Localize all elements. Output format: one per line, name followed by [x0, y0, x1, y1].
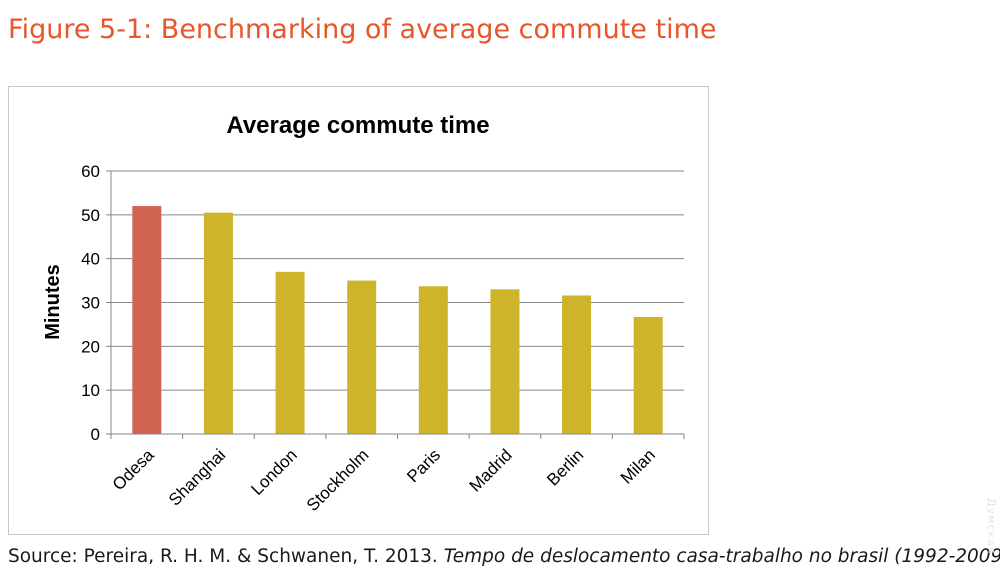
bar-milan	[633, 316, 663, 434]
source-title: Tempo de deslocamento casa-trabalho no b…	[443, 546, 1000, 567]
x-tick-label: Paris	[403, 445, 444, 486]
y-tick-label: 10	[81, 381, 100, 400]
x-tick-labels: Odesa Shanghai London Stockholm Paris Madrid B…	[109, 445, 659, 515]
x-tick-label: Odesa	[109, 445, 158, 494]
bar-berlin	[562, 295, 592, 434]
chart-title: Average commute time	[226, 112, 489, 139]
y-tick-label: 60	[81, 162, 100, 181]
source-prefix: Source: Pereira, R. H. M. & Schwanen, T.…	[8, 546, 444, 567]
x-tick-label: Madrid	[466, 445, 516, 495]
y-tick-label: 20	[81, 337, 100, 356]
bar-stockholm	[347, 280, 377, 434]
source-citation: Source: Pereira, R. H. M. & Schwanen, T.…	[8, 546, 1000, 567]
y-axis-label: Minutes	[42, 264, 64, 340]
y-tick-label: 40	[81, 250, 100, 269]
watermark: Думская	[985, 498, 998, 555]
x-tick-label: Stockholm	[303, 445, 373, 515]
bar-madrid	[490, 289, 520, 434]
y-tick-labels: 0 10 20 30 40 50 60	[81, 162, 100, 444]
bar-odesa	[132, 206, 162, 434]
axes	[110, 171, 685, 439]
x-tick-label: Milan	[617, 445, 659, 487]
gridlines	[106, 170, 684, 435]
x-tick-label: Shanghai	[165, 445, 229, 509]
bar-london	[275, 271, 305, 434]
bar-shanghai	[203, 212, 233, 434]
x-tick-label: Berlin	[543, 445, 587, 489]
y-tick-label: 30	[81, 294, 100, 313]
y-tick-label: 50	[81, 206, 100, 225]
y-tick-label: 0	[91, 425, 100, 444]
chart-frame	[8, 86, 709, 535]
figure-title: Figure 5-1: Benchmarking of average comm…	[8, 14, 717, 45]
bar-paris	[418, 286, 448, 434]
bars	[132, 206, 663, 434]
x-tick-label: London	[247, 445, 301, 499]
